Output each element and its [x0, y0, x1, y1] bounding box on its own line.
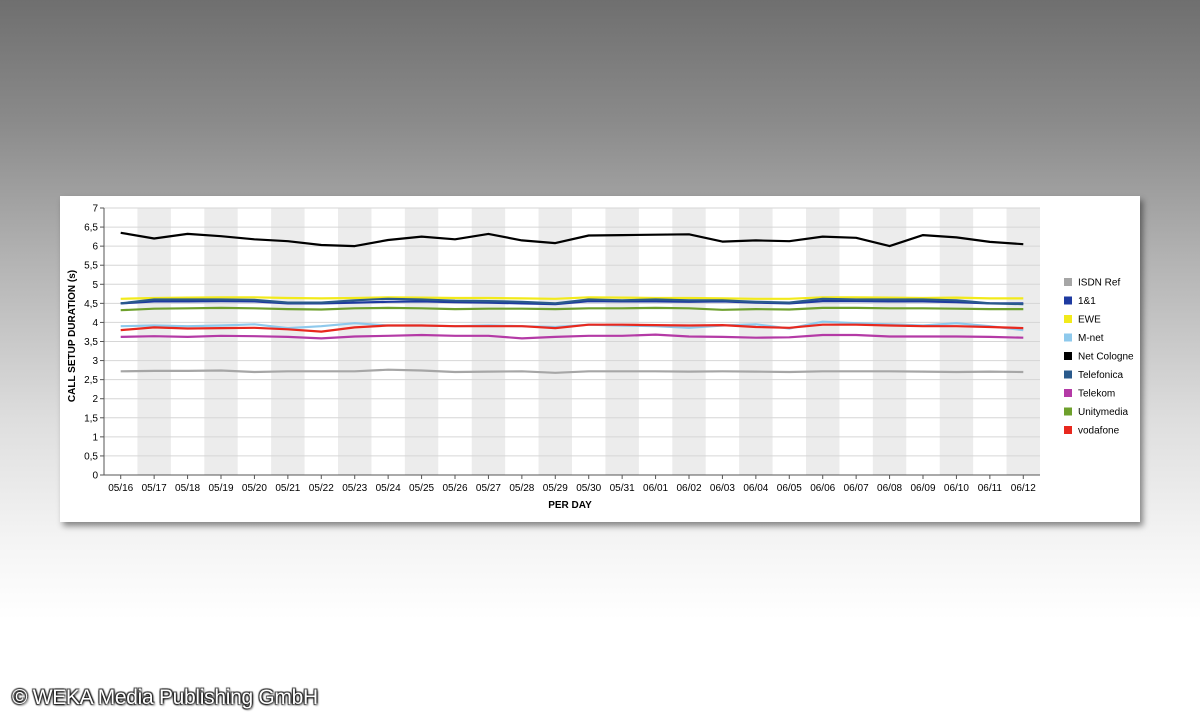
x-tick-label: 05/26 [442, 483, 467, 494]
x-tick-label: 06/09 [910, 483, 935, 494]
series-line-unitymedia [120, 306, 1024, 312]
x-tick-label: 06/08 [877, 483, 902, 494]
x-tick-label: 06/06 [810, 483, 835, 494]
x-tick-label: 05/21 [275, 483, 300, 494]
x-tick-label: 05/18 [175, 483, 200, 494]
legend-label: Telefonica [1078, 370, 1123, 381]
x-tick-label: 06/04 [743, 483, 768, 494]
grid-lines [100, 207, 1040, 476]
legend-label: ISDN Ref [1078, 278, 1120, 289]
series-line-ewe [120, 296, 1024, 300]
y-tick-label: 2,5 [84, 375, 98, 386]
y-tick-label: 5,5 [84, 261, 98, 272]
legend-swatch [1064, 426, 1072, 434]
legend-swatch [1064, 315, 1072, 323]
y-tick-label: 3,5 [84, 337, 98, 348]
legend-swatch [1064, 278, 1072, 286]
x-tick-label: 06/02 [676, 483, 701, 494]
series-lines [120, 231, 1024, 374]
legend-label: Telekom [1078, 389, 1115, 400]
legend-swatch [1064, 389, 1072, 397]
series-line-1-1 [120, 299, 1024, 306]
y-tick-label: 0,5 [84, 451, 98, 462]
x-axis-label: PER DAY [548, 500, 592, 511]
copyright-text: © WEKA Media Publishing GmbH [12, 686, 318, 709]
y-tick-label: 0 [92, 471, 98, 482]
legend-swatch [1064, 407, 1072, 416]
series-line-net-cologne [120, 231, 1024, 248]
legend-label: Unitymedia [1078, 407, 1128, 418]
legend-swatch [1064, 370, 1072, 379]
y-tick-label: 4 [92, 318, 98, 329]
y-tick-label: 3 [92, 356, 98, 367]
x-tick-label: 05/23 [342, 483, 367, 494]
x-tick-label: 05/16 [108, 483, 133, 494]
x-tick-label: 06/07 [844, 483, 869, 494]
x-tick-label: 05/22 [309, 483, 334, 494]
legend: ISDN Ref 1&1 EWE M-net Net Cologne Telefonica… [1064, 278, 1134, 437]
x-tick-label: 06/03 [710, 483, 735, 494]
legend-label: M-net [1078, 333, 1104, 344]
series-line-telekom [120, 333, 1024, 340]
y-tick-label: 7 [92, 204, 98, 215]
x-tick-label: 05/29 [543, 483, 568, 494]
y-tick-label: 1 [92, 432, 98, 443]
y-tick-label: 1,5 [84, 413, 98, 424]
y-tick-label: 2 [92, 394, 98, 405]
x-tick-label: 05/31 [610, 483, 635, 494]
y-tick-label: 4,5 [84, 299, 98, 310]
series-line-vodafone [120, 323, 1024, 333]
legend-label: vodafone [1078, 426, 1120, 437]
legend-swatch [1064, 352, 1072, 360]
y-tick-label: 6 [92, 242, 98, 253]
x-tick-label: 05/19 [208, 483, 233, 494]
x-tick-label: 05/25 [409, 483, 434, 494]
series-line-telefonica [120, 297, 1024, 306]
legend-swatch [1064, 296, 1072, 305]
x-tick-label: 05/20 [242, 483, 267, 494]
x-tick-label: 05/27 [476, 483, 501, 494]
chart-card: 0 0,5 1 1,5 2 2,5 3 3,5 4 4,5 5 5,5 6 6,5 7 05/16 05/17… [60, 196, 1140, 522]
x-tick-label: 05/17 [142, 483, 167, 494]
x-tick-label: 06/01 [643, 483, 668, 494]
y-tick-label: 5 [92, 280, 98, 291]
legend-label: 1&1 [1078, 296, 1096, 307]
series-line-isdn-ref [120, 368, 1024, 374]
x-tick-labels: 05/16 05/17 05/18 05/19 05/20 05/21 05/22 05/23… [108, 475, 1036, 494]
axes [103, 208, 1040, 476]
x-tick-label: 05/24 [376, 483, 401, 494]
y-axis-label: CALL SETUP DURATION (s) [67, 270, 78, 402]
y-tick-label: 6,5 [84, 223, 98, 234]
x-tick-label: 06/10 [944, 483, 969, 494]
x-tick-label: 05/28 [509, 483, 534, 494]
y-tick-labels: 0 0,5 1 1,5 2 2,5 3 3,5 4 4,5 5 5,5 6 6,5 7 [84, 204, 98, 482]
x-tick-label: 05/30 [576, 483, 601, 494]
legend-label: Net Cologne [1078, 352, 1134, 363]
legend-label: EWE [1078, 315, 1101, 326]
x-tick-label: 06/05 [777, 483, 802, 494]
line-chart: 0 0,5 1 1,5 2 2,5 3 3,5 4 4,5 5 5,5 6 6,5 7 05/16 05/17… [67, 204, 1134, 512]
x-tick-label: 06/11 [978, 483, 1003, 494]
legend-swatch [1064, 333, 1072, 342]
x-tick-label: 06/12 [1011, 483, 1036, 494]
